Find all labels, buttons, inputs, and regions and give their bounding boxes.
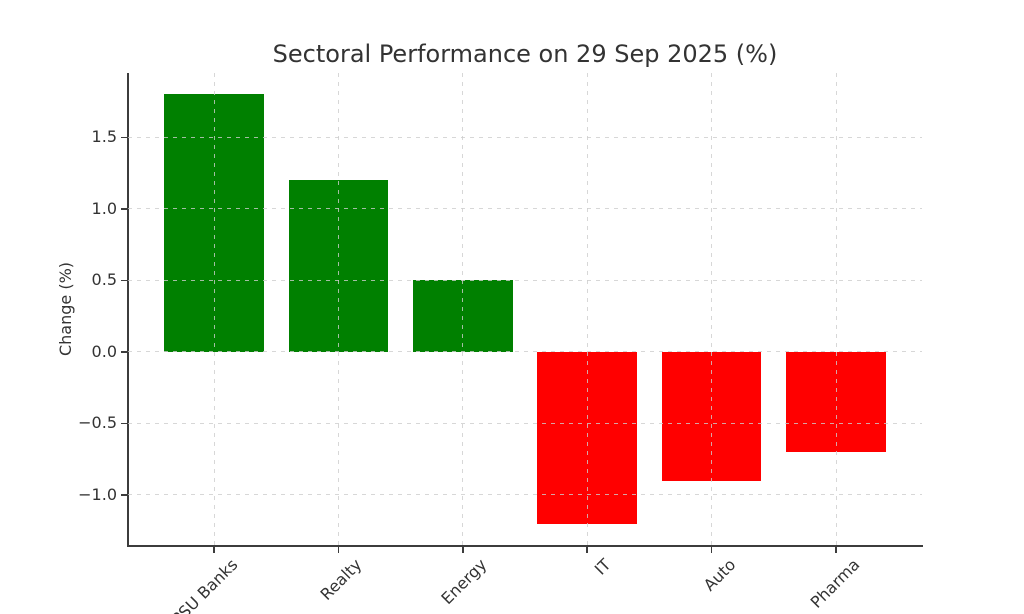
gridline-x-it [586, 73, 588, 545]
y-axis-label: Change (%) [56, 261, 75, 357]
x-axis-spine [127, 545, 923, 547]
y-tick-label-0.5: 0.5 [91, 270, 117, 290]
x-tick-energy [462, 546, 464, 553]
chart-title: Sectoral Performance on 29 Sep 2025 (%) [272, 40, 778, 68]
y-tick-1.5 [121, 136, 128, 139]
gridline-y-−0.5 [128, 422, 922, 424]
y-tick-1.0 [121, 208, 128, 210]
gridline-y-−1.0 [128, 494, 922, 496]
y-tick-−0.5 [121, 422, 128, 425]
y-tick-label-0.0: 0.0 [91, 341, 117, 361]
y-tick-label-1.0: 1.0 [91, 198, 117, 218]
gridline-y-1.0 [128, 208, 922, 210]
gridline-y-0.0 [128, 351, 922, 353]
x-tick-label-energy: Energy [437, 555, 491, 609]
y-tick-−1.0 [121, 494, 128, 496]
gridline-y-0.5 [128, 279, 922, 281]
gridline-x-realty [337, 73, 339, 545]
gridline-x-auto [711, 73, 713, 545]
x-tick-label-it: IT [590, 555, 615, 579]
gridline-y-1.5 [128, 136, 922, 138]
x-tick-psu-banks [213, 546, 215, 553]
y-tick-0.5 [121, 279, 128, 282]
gridline-x-psu-banks [213, 73, 215, 545]
y-tick-label-1.5: 1.5 [91, 127, 117, 147]
x-tick-label-realty: Realty [316, 555, 366, 604]
x-tick-label-psu-banks: PSU Banks [167, 555, 242, 614]
y-tick-label-−1.0: −1.0 [78, 484, 117, 504]
x-tick-it [586, 546, 588, 553]
x-tick-auto [710, 546, 713, 553]
x-tick-pharma [835, 546, 837, 553]
y-tick-label-−0.5: −0.5 [78, 413, 117, 433]
y-tick-0.0 [121, 351, 128, 353]
x-tick-label-auto: Auto [699, 555, 740, 595]
x-tick-label-pharma: Pharma [806, 555, 864, 612]
gridline-x-energy [462, 73, 464, 545]
y-axis-spine [127, 73, 129, 546]
x-tick-realty [337, 546, 340, 553]
gridline-x-pharma [835, 73, 837, 545]
